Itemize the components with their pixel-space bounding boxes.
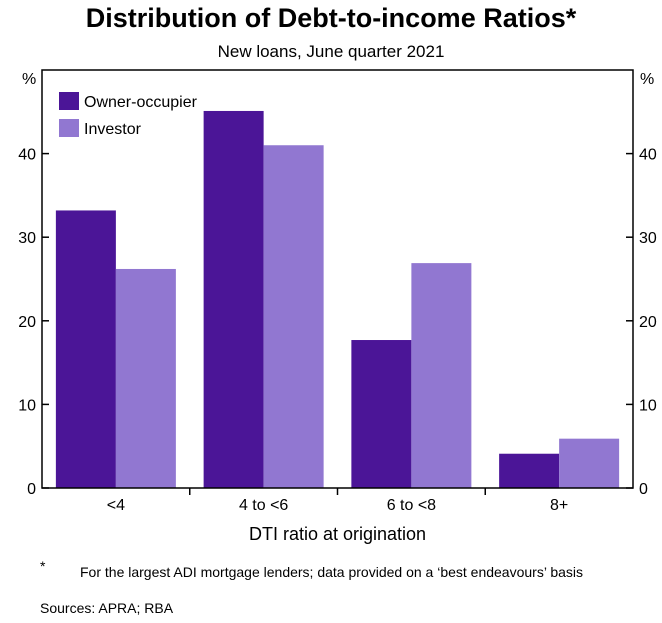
y-tick-label-right-0: 0 [639, 481, 648, 498]
legend-label-owner-occupier: Owner-occupier [84, 94, 198, 111]
bar-owner-occupier-1 [203, 110, 264, 489]
legend: Owner-occupier Investor [59, 92, 198, 138]
y-tick-label-right-20: 20 [639, 314, 657, 331]
y-axis-left-labels: 0 10 20 30 40 [18, 147, 36, 498]
legend-label-investor: Investor [84, 121, 142, 138]
bar-owner-occupier-3 [499, 453, 560, 488]
x-tick-label-0: <4 [107, 497, 125, 514]
legend-swatch-investor [59, 119, 79, 137]
y-axis-right-unit: % [640, 71, 654, 88]
y-tick-label-right-10: 10 [639, 397, 657, 414]
bar-owner-occupier-0 [55, 210, 116, 488]
sources-note: Sources: APRA; RBA [40, 600, 174, 616]
x-tick-label-2: 6 to <8 [387, 497, 436, 514]
footnote-mark: * [40, 558, 46, 574]
x-axis-title: DTI ratio at origination [249, 524, 426, 544]
bar-owner-occupier-2 [351, 340, 412, 488]
footnote-text: For the largest ADI mortgage lenders; da… [80, 564, 583, 580]
chart-subtitle: New loans, June quarter 2021 [217, 42, 445, 61]
bar-investor-3 [559, 438, 620, 488]
bar-investor-2 [411, 263, 472, 488]
chart-title: Distribution of Debt-to-income Ratios* [85, 3, 577, 33]
y-tick-label-right-40: 40 [639, 147, 657, 164]
x-axis-labels: <4 4 to <6 6 to <8 8+ [107, 497, 569, 514]
bar-investor-0 [115, 268, 176, 488]
y-tick-label-left-40: 40 [18, 147, 36, 164]
bars-group [55, 110, 620, 489]
bar-chart: 0 10 20 30 40 0 10 20 30 40 <4 4 to <6 6 to <8 8+ %… [18, 69, 657, 544]
x-tick-label-3: 8+ [550, 497, 568, 514]
bar-investor-1 [263, 145, 324, 489]
y-tick-label-left-30: 30 [18, 230, 36, 247]
y-axis-right-labels: 0 10 20 30 40 [639, 147, 657, 498]
y-axis-left-unit: % [22, 71, 36, 88]
y-tick-label-left-20: 20 [18, 314, 36, 331]
y-tick-label-left-0: 0 [27, 481, 36, 498]
legend-swatch-owner-occupier [59, 92, 79, 110]
x-tick-label-1: 4 to <6 [239, 497, 288, 514]
y-tick-label-right-30: 30 [639, 230, 657, 247]
y-tick-label-left-10: 10 [18, 397, 36, 414]
axis-ticks [42, 152, 633, 495]
